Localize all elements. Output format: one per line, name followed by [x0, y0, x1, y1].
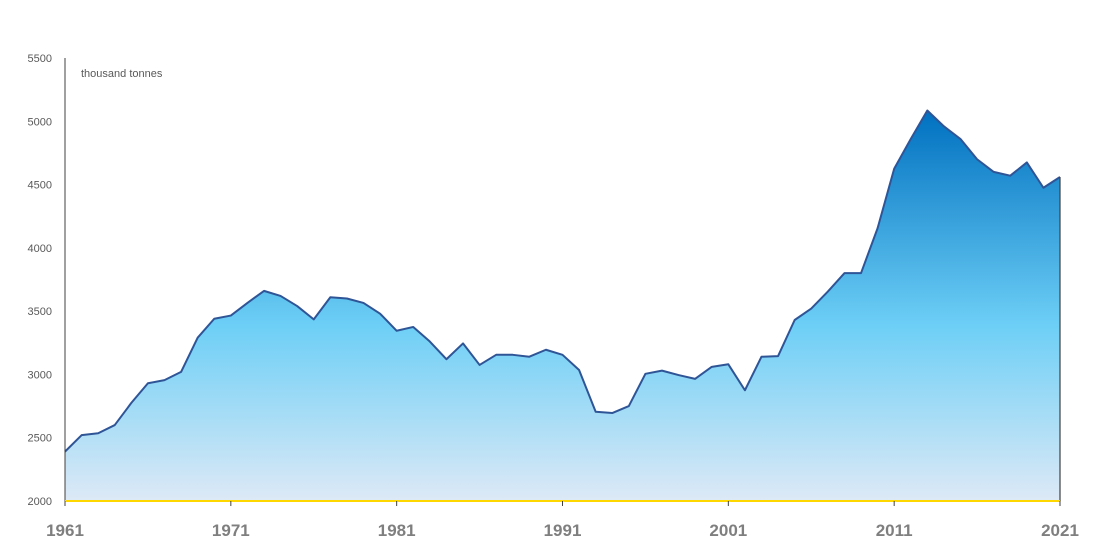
x-tick-label: 1971 [212, 521, 250, 540]
x-tick-label: 2021 [1041, 521, 1079, 540]
area-fill [65, 110, 1060, 501]
x-tick-label: 1991 [544, 521, 582, 540]
y-tick-label: 4000 [28, 243, 52, 255]
y-tick-label: 2500 [28, 433, 52, 445]
x-tick-label: 1981 [378, 521, 416, 540]
x-tick-label: 2001 [709, 521, 747, 540]
x-tick-label: 2011 [876, 521, 913, 540]
y-tick-label: 3500 [28, 306, 52, 318]
y-tick-label: 3000 [28, 369, 52, 381]
series-line [64, 109, 1061, 453]
unit-label: thousand tonnes [81, 68, 163, 80]
y-tick-label: 4500 [28, 180, 52, 192]
x-tick-label: 1961 [46, 521, 84, 540]
y-tick-label: 2000 [28, 496, 52, 508]
y-tick-label: 5500 [28, 53, 52, 65]
y-tick-label: 5000 [28, 116, 52, 128]
